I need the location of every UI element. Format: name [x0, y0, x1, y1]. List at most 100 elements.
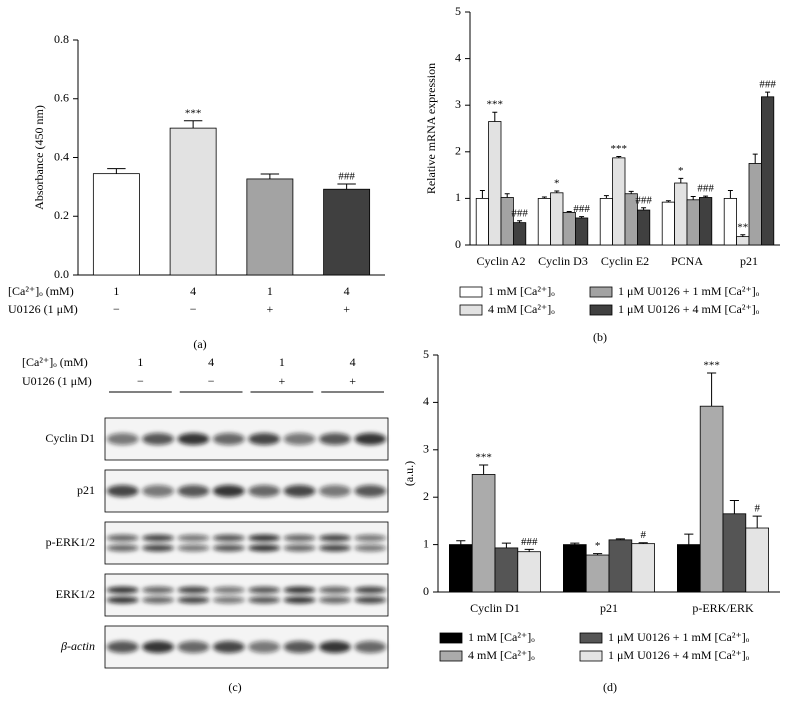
- error-bar: [504, 193, 510, 198]
- x-tick-label: Cyclin E2: [601, 254, 649, 268]
- legend-label: 4 mM [Ca²⁺]ₒ: [488, 302, 555, 316]
- y-tick-label: 0.8: [54, 32, 69, 46]
- bar: [748, 163, 762, 246]
- x-tick-label: p21: [600, 601, 618, 615]
- error-bar: [641, 207, 647, 211]
- legend-swatch: [439, 632, 463, 644]
- bar: [674, 182, 688, 246]
- blot-band: [106, 485, 139, 497]
- significance-label: ***: [703, 360, 720, 372]
- blot-band: [106, 586, 139, 594]
- y-tick-label: 0.0: [54, 267, 69, 281]
- row-label: p-ERK1/2: [46, 535, 95, 549]
- blot-band: [106, 433, 139, 445]
- bar: [517, 551, 541, 593]
- blot-band: [248, 596, 281, 604]
- blot-band: [319, 534, 351, 542]
- significance-label: **: [737, 221, 748, 233]
- significance-label: ###: [573, 203, 590, 215]
- y-tick-label: 2: [423, 489, 429, 503]
- significance-label: ###: [635, 194, 652, 206]
- blot-band: [212, 534, 245, 542]
- error-bar: [517, 220, 523, 223]
- significance-label: ***: [475, 451, 492, 463]
- row-label: β-actin: [60, 639, 95, 653]
- blot-band: [212, 586, 245, 594]
- bar: [637, 209, 651, 246]
- error-bar: [501, 542, 511, 548]
- blot-band: [177, 485, 210, 497]
- group-label: 4: [208, 355, 214, 369]
- error-bar: [479, 464, 489, 475]
- blot-band: [319, 544, 351, 552]
- blot-band: [142, 596, 174, 604]
- significance-label: #: [640, 529, 646, 541]
- error-bar: [729, 500, 739, 514]
- y-tick-label: 5: [423, 347, 429, 361]
- blot-band: [177, 534, 210, 542]
- bar: [761, 96, 775, 246]
- error-bar: [554, 190, 560, 193]
- panel-label: (d): [603, 680, 617, 694]
- x-tick-label: Cyclin D1: [470, 601, 520, 615]
- error-bar: [727, 189, 733, 199]
- y-tick-label: 3: [423, 442, 429, 456]
- significance-label: ***: [487, 99, 504, 111]
- legend-label: 1 mM [Ca²⁺]ₒ: [488, 284, 555, 298]
- bar: [699, 197, 713, 246]
- error-bar: [337, 183, 356, 190]
- legend-swatch: [439, 650, 463, 662]
- significance-label: #: [754, 503, 760, 515]
- bar: [575, 217, 589, 246]
- blot-band: [354, 485, 387, 497]
- blot-band: [319, 641, 351, 653]
- y-tick-label: 0.6: [54, 91, 69, 105]
- y-tick-label: 2: [455, 144, 461, 158]
- x-tick-label: Cyclin D3: [538, 254, 588, 268]
- blot-band: [177, 641, 210, 653]
- bar: [677, 544, 701, 593]
- blot-band: [248, 433, 281, 445]
- error-bar: [615, 538, 625, 540]
- blot-band: [177, 433, 210, 445]
- x-tick-label: 1: [267, 284, 273, 298]
- error-bar: [665, 200, 671, 203]
- bar: [599, 197, 614, 246]
- header-label: [Ca²⁺]ₒ (mM): [22, 355, 88, 369]
- bar: [608, 539, 633, 593]
- y-tick-label: 0: [423, 584, 429, 598]
- error-bar: [524, 548, 534, 552]
- blot-band: [283, 485, 316, 497]
- error-bar: [107, 168, 126, 174]
- blot-band: [354, 534, 387, 542]
- blot-band: [319, 485, 351, 497]
- blot-band: [283, 596, 316, 604]
- x-tick-label: −: [190, 302, 197, 316]
- blot-band: [354, 433, 387, 445]
- y-tick-label: 0.2: [54, 208, 69, 222]
- error-bar: [752, 515, 762, 529]
- error-bar: [541, 196, 547, 199]
- blot-band: [106, 544, 139, 552]
- error-bar: [603, 195, 609, 199]
- x-tick-label: +: [343, 302, 350, 316]
- y-tick-label: 0.4: [54, 149, 69, 163]
- group-label: 1: [279, 355, 285, 369]
- blot-band: [283, 544, 316, 552]
- bar: [323, 188, 371, 276]
- significance-label: ###: [697, 183, 714, 195]
- error-bar: [593, 553, 603, 556]
- y-axis-label: (a.u.): [402, 461, 416, 486]
- bar: [500, 197, 514, 246]
- row-label: [Ca²⁺]ₒ (mM): [8, 284, 74, 298]
- significance-label: ###: [759, 79, 776, 91]
- x-tick-label: 1: [113, 284, 119, 298]
- header-label: U0126 (1 μM): [22, 374, 92, 388]
- significance-label: *: [595, 540, 601, 552]
- bar: [494, 547, 519, 593]
- blot-frame: [104, 573, 389, 617]
- bar: [92, 173, 140, 276]
- blot-band: [212, 544, 245, 552]
- blot-band: [142, 641, 174, 653]
